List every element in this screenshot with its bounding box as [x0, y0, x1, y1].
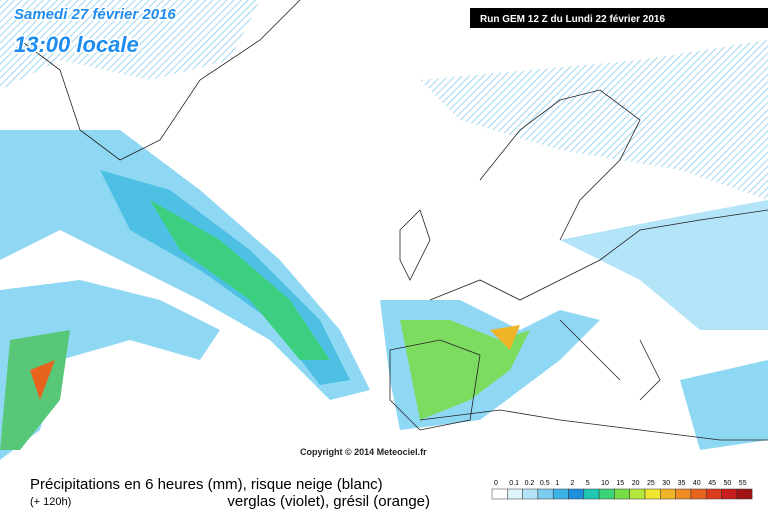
legend-swatch — [507, 488, 523, 500]
legend-swatch — [583, 488, 600, 500]
legend-swatch — [537, 488, 554, 500]
legend-label: 40 — [693, 480, 701, 487]
legend-label: 1 — [555, 480, 559, 487]
legend-swatch — [552, 488, 569, 500]
legend-label: 50 — [724, 480, 732, 487]
legend-swatch — [522, 488, 539, 500]
footer-lead: (+ 120h) — [30, 496, 71, 508]
legend-label: 20 — [632, 480, 640, 487]
run: Run GEM 12 Z du Lundi 22 février 2016 — [480, 14, 665, 25]
run-box — [470, 8, 768, 28]
legend-label: 25 — [647, 480, 655, 487]
footer-subtitle: verglas (violet), grésil (orange) — [227, 493, 430, 510]
legend-swatch — [568, 488, 585, 500]
legend-label: 0.5 — [540, 480, 550, 487]
legend-swatch — [491, 488, 508, 500]
legend-swatch — [705, 488, 722, 500]
legend-label: 45 — [708, 480, 716, 487]
legend-swatch — [690, 488, 707, 500]
copyright: Copyright © 2014 Meteociel.fr — [300, 447, 427, 457]
legend-label: 0 — [494, 480, 498, 487]
legend-swatch — [598, 488, 615, 500]
legend: 0 0.1 0.2 0.5 1 2 5 10 15 20 25 30 35 40 45 50 55 — [491, 480, 753, 500]
date: Samedi 27 février 2016 — [14, 6, 176, 23]
map — [0, 0, 768, 460]
legend-swatch — [675, 488, 692, 500]
legend-label: 15 — [616, 480, 624, 487]
legend-swatch — [644, 488, 661, 500]
legend-label: 30 — [662, 480, 670, 487]
legend-label: 0.2 — [525, 480, 535, 487]
legend-swatch — [660, 488, 676, 500]
legend-label: 55 — [739, 480, 747, 487]
legend-swatch — [629, 488, 646, 500]
time: 13:00 locale — [14, 32, 139, 57]
footer-title: Précipitations en 6 heures (mm), risque … — [30, 476, 383, 493]
legend-label: 0.1 — [509, 480, 519, 487]
legend-label: 10 — [601, 480, 609, 487]
legend-label: 2 — [571, 480, 575, 487]
legend-label: 35 — [678, 480, 686, 487]
legend-label: 5 — [586, 480, 590, 487]
legend-swatch — [736, 488, 753, 500]
legend-swatch — [614, 488, 630, 500]
legend-swatch — [721, 488, 738, 500]
